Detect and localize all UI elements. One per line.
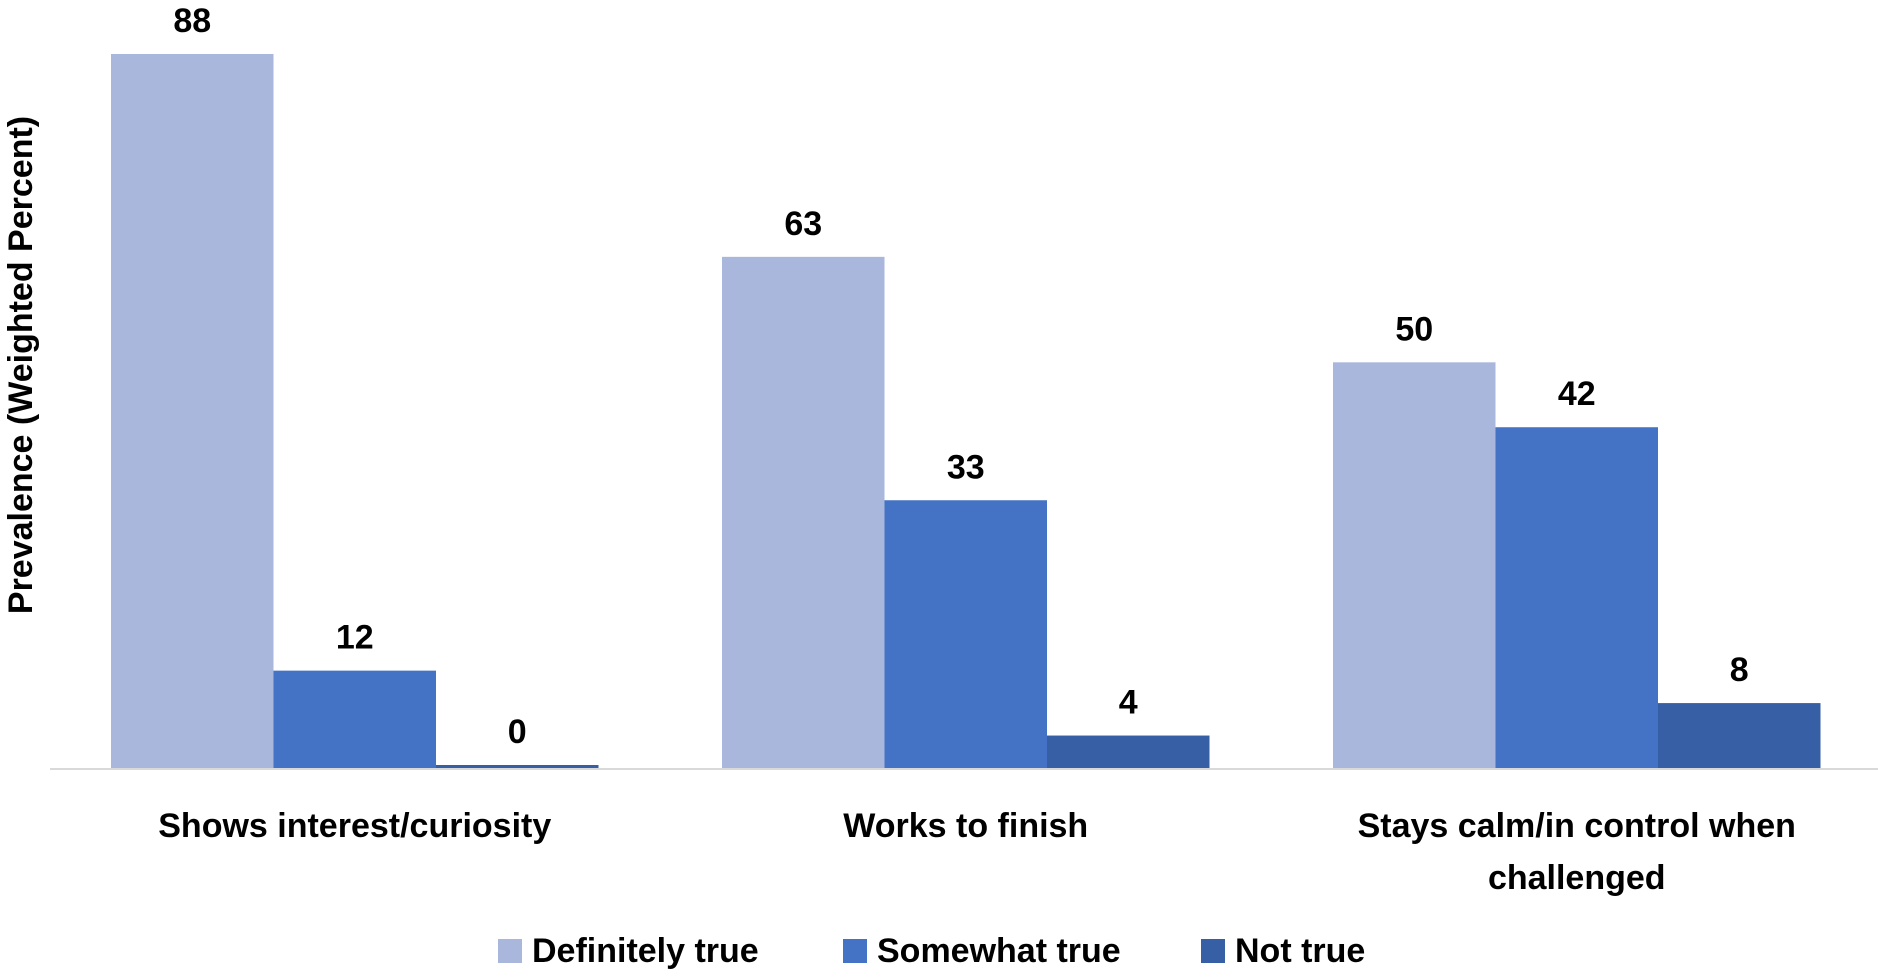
data-label: 12 bbox=[336, 619, 374, 657]
data-label: 8 bbox=[1730, 651, 1749, 689]
data-label: 50 bbox=[1395, 310, 1433, 348]
data-label: 42 bbox=[1558, 375, 1596, 413]
legend-swatch-not-true bbox=[1201, 939, 1225, 963]
bar-not-true-2 bbox=[1047, 735, 1210, 768]
category-label: Shows interest/curiosity bbox=[158, 807, 551, 845]
legend-label: Not true bbox=[1235, 932, 1365, 970]
bar-definitely-true-1 bbox=[111, 54, 274, 768]
data-labels-layer: 88 12 0 63 33 4 50 42 8 bbox=[173, 2, 1748, 751]
category-label: Stays calm/in control when bbox=[1358, 807, 1796, 845]
legend-swatch-somewhat-true bbox=[843, 939, 867, 963]
data-label: 88 bbox=[173, 2, 211, 40]
category-label: challenged bbox=[1488, 859, 1666, 897]
y-axis-label: Prevalence (Weighted Percent) bbox=[2, 116, 40, 614]
data-label: 63 bbox=[784, 205, 822, 243]
bar-somewhat-true-3 bbox=[1495, 427, 1658, 768]
bar-definitely-true-3 bbox=[1333, 362, 1496, 768]
bar-not-true-1 bbox=[436, 765, 599, 768]
legend: Definitely true Somewhat true Not true bbox=[498, 932, 1365, 970]
data-label: 33 bbox=[947, 448, 985, 486]
legend-label: Definitely true bbox=[532, 932, 759, 970]
data-label: 4 bbox=[1119, 684, 1138, 722]
category-label: Works to finish bbox=[843, 807, 1088, 845]
legend-swatch-definitely-true bbox=[498, 939, 522, 963]
bar-somewhat-true-2 bbox=[884, 500, 1047, 768]
bar-not-true-3 bbox=[1658, 703, 1821, 768]
bars-layer bbox=[111, 54, 1821, 768]
category-labels-layer: Shows interest/curiosity Works to finish S… bbox=[158, 807, 1796, 897]
data-label: 0 bbox=[508, 713, 527, 751]
bar-somewhat-true-1 bbox=[273, 670, 436, 768]
bar-definitely-true-2 bbox=[722, 256, 885, 768]
legend-label: Somewhat true bbox=[877, 932, 1121, 970]
